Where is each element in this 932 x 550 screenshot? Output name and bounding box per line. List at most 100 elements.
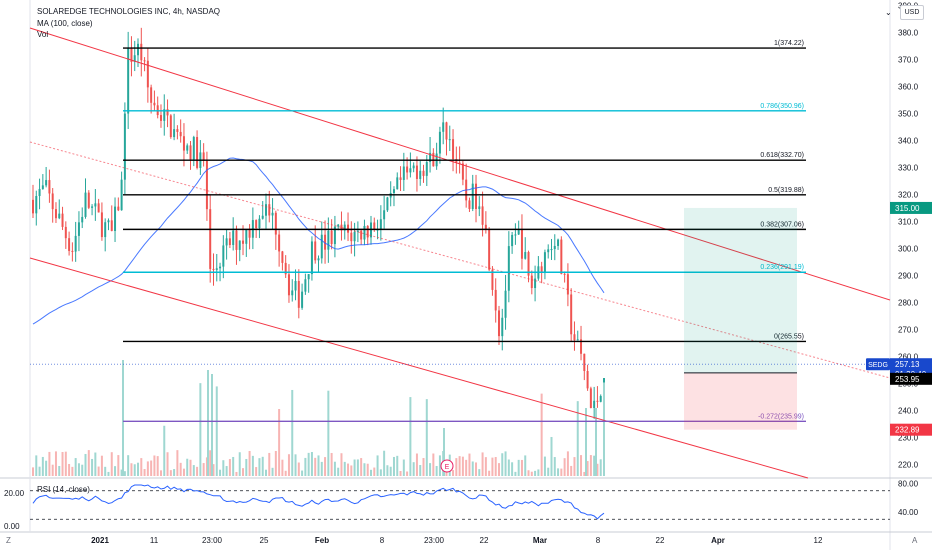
rsi-label[interactable]: RSI (14, close) <box>37 485 90 494</box>
volume-bar <box>580 455 583 476</box>
candle-body <box>100 212 103 238</box>
candle-body <box>504 290 507 318</box>
volume-bar <box>543 456 546 476</box>
volume-bar <box>438 455 441 476</box>
candle-body <box>497 310 500 337</box>
candle-body <box>228 238 231 245</box>
chevron-down-icon[interactable]: ⌄ <box>885 8 892 17</box>
candle-body <box>599 396 602 402</box>
candle-body <box>478 206 481 210</box>
auto-scale-toggle[interactable]: A <box>912 536 918 545</box>
volume-bar <box>189 459 192 476</box>
volume-bar <box>475 462 478 476</box>
volume-bar <box>458 456 461 476</box>
position-profit-zone <box>684 207 797 373</box>
volume-bar <box>205 457 208 476</box>
y-tick-label: 370.0 <box>898 55 919 64</box>
volume-bar <box>58 465 61 476</box>
fib-level-label: 1(374.22) <box>774 40 804 47</box>
candle-body <box>297 280 300 308</box>
candle-body <box>543 252 546 273</box>
candle-body <box>120 179 123 211</box>
currency-selector[interactable]: ⌄ USD <box>885 5 924 20</box>
candle-body <box>179 131 182 137</box>
volume-bar <box>228 459 231 476</box>
candle-body <box>570 294 573 335</box>
volume-bar <box>107 471 110 476</box>
volume-spike <box>207 370 209 476</box>
volume-indicator-label[interactable]: Vol <box>37 30 49 39</box>
candle-body <box>58 213 61 219</box>
y-tick-label: 260.0 <box>898 352 919 361</box>
channel-lower-line <box>29 257 809 479</box>
volume-bar <box>534 470 537 476</box>
candle-body <box>41 185 44 189</box>
volume-bar <box>219 469 222 476</box>
volume-bar <box>159 470 162 476</box>
volume-bar <box>294 454 297 476</box>
fib-level-label: 0(265.55) <box>774 333 804 340</box>
candle-body <box>97 203 100 213</box>
candle-body <box>317 258 320 261</box>
ma-indicator-label[interactable]: MA (100, close) <box>37 19 93 28</box>
volume-bar <box>222 460 225 476</box>
candle-body <box>333 226 336 245</box>
candle-body <box>186 145 189 151</box>
volume-bar <box>419 465 422 476</box>
volume-bar <box>530 471 533 476</box>
volume-bar <box>379 469 382 476</box>
candle-body <box>350 232 353 242</box>
volume-bar <box>130 463 133 476</box>
volume-bar <box>343 461 346 476</box>
volume-bar <box>169 470 172 476</box>
x-tick-label: Mar <box>533 536 547 545</box>
volume-bar <box>337 467 340 476</box>
price-tag-text: 315.00 <box>895 204 920 213</box>
volume-bar <box>238 452 241 476</box>
volume-bar <box>392 456 395 476</box>
candle-body <box>153 102 156 106</box>
candle-body <box>442 122 445 132</box>
candle-body <box>452 139 455 160</box>
candle-body <box>412 165 415 169</box>
volume-bar <box>402 459 405 476</box>
candle-body <box>281 251 284 263</box>
candle-body <box>468 200 471 209</box>
volume-bar <box>547 467 550 476</box>
volume-bar <box>32 467 34 476</box>
volume-bar <box>150 460 153 476</box>
candle-body <box>219 266 222 269</box>
volume-bar <box>261 456 264 476</box>
volume-bar <box>520 459 523 476</box>
candle-body <box>520 229 523 259</box>
volume-bar <box>97 466 100 476</box>
candle-body <box>294 280 297 291</box>
volume-bar <box>566 451 569 476</box>
volume-bar <box>330 452 333 476</box>
candle-body <box>248 229 251 238</box>
volume-bar <box>235 471 238 476</box>
volume-bar <box>507 459 510 476</box>
volume-bar <box>143 469 146 476</box>
candle-body <box>530 275 533 289</box>
volume-bar <box>77 463 80 476</box>
candle-body <box>383 210 386 220</box>
candle-body <box>310 241 313 275</box>
candle-body <box>330 230 333 245</box>
volume-bar <box>501 453 504 476</box>
last-price-value: 257.13 <box>895 360 920 369</box>
candle-body <box>51 193 54 210</box>
volume-bar <box>248 450 251 476</box>
candle-body <box>392 189 395 193</box>
volume-bar <box>264 469 267 476</box>
candle-body <box>287 274 290 296</box>
candle-body <box>307 274 310 280</box>
volume-bar <box>310 452 313 476</box>
candle-body <box>87 192 90 208</box>
volume-bar <box>54 451 57 476</box>
volume-bar <box>61 452 64 476</box>
candle-body <box>189 145 192 160</box>
timezone-z[interactable]: Z <box>6 536 11 545</box>
volume-bar <box>87 450 90 476</box>
